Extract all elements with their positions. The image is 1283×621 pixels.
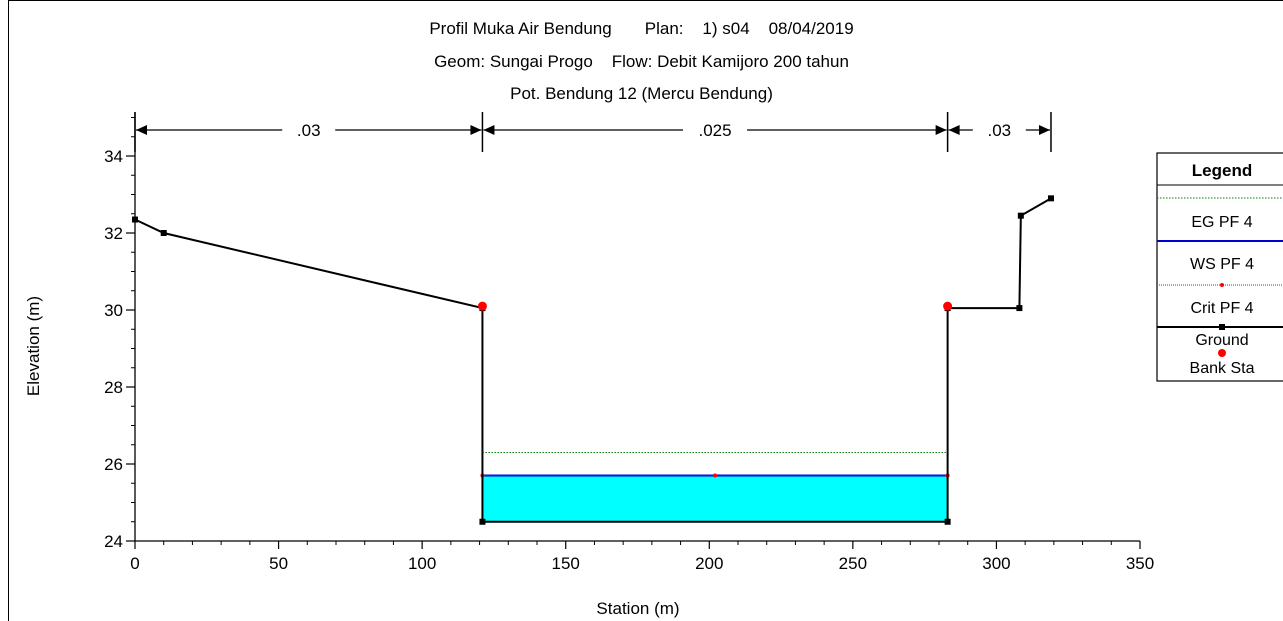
ground-point [1017,212,1024,219]
ground-point [944,518,951,525]
x-tick-label: 200 [695,554,723,573]
legend-label-crit: Crit PF 4 [1190,300,1253,317]
legend-crit-marker [1220,283,1224,287]
legend-label-bank-sta-text: Bank Sta [1190,360,1255,377]
x-tick-label: 250 [839,554,867,573]
manning-n-label: .03 [987,121,1011,140]
legend: Legend EG PF 4 WS PF 4 Crit PF 4 Ground Bank… [1156,152,1283,382]
manning-arrowhead [483,125,495,135]
x-tick-label: 100 [408,554,436,573]
x-tick-label: 350 [1126,554,1154,573]
legend-label-ground: Ground [1195,332,1248,349]
manning-n-label: .03 [297,121,321,140]
ground-point [1047,195,1054,202]
manning-n-label: .025 [698,121,731,140]
legend-title: Legend [1192,161,1252,180]
x-tick-label: 150 [552,554,580,573]
y-tick-label: 26 [104,455,123,474]
series-ground-line [134,197,1052,523]
y-tick-label: 34 [104,147,123,166]
manning-arrowhead [935,125,947,135]
crit-pf4-point [713,473,718,478]
x-tick-label: 50 [269,554,288,573]
legend-bank-sta-marker [1218,349,1226,357]
plot-frame [8,0,1283,621]
y-axis-label: Elevation (m) [24,296,43,396]
ground-point [160,230,167,236]
legend-label-ws: WS PF 4 [1190,256,1254,273]
ground-point [1016,305,1023,312]
bank-sta-point [477,301,487,311]
x-tick-label: 0 [130,554,139,573]
legend-label-eg: EG PF 4 [1191,214,1252,231]
legend-ground-marker [1219,324,1225,330]
x-tick-label: 300 [982,554,1010,573]
manning-arrowhead [948,125,960,135]
y-tick-label: 28 [104,378,123,397]
x-axis-label: Station (m) [596,599,679,618]
water-fill [482,475,948,522]
ground-point [479,518,486,525]
title-line-3: Pot. Bendung 12 (Mercu Bendung) [510,84,773,103]
bank-sta-point [943,301,953,311]
manning-arrowhead [136,125,147,135]
y-tick-label: 30 [104,301,123,320]
manning-arrowhead [1038,125,1050,135]
title-line-1: Profil Muka Air Bendung Plan: 1) s04 08/… [429,19,854,38]
y-tick-label: 24 [104,532,123,551]
manning-arrowhead [470,125,482,135]
title-line-2: Geom: Sungai Progo Flow: Debit Kamijoro … [434,52,849,71]
y-tick-label: 32 [104,224,123,243]
legend-box [1156,152,1283,382]
